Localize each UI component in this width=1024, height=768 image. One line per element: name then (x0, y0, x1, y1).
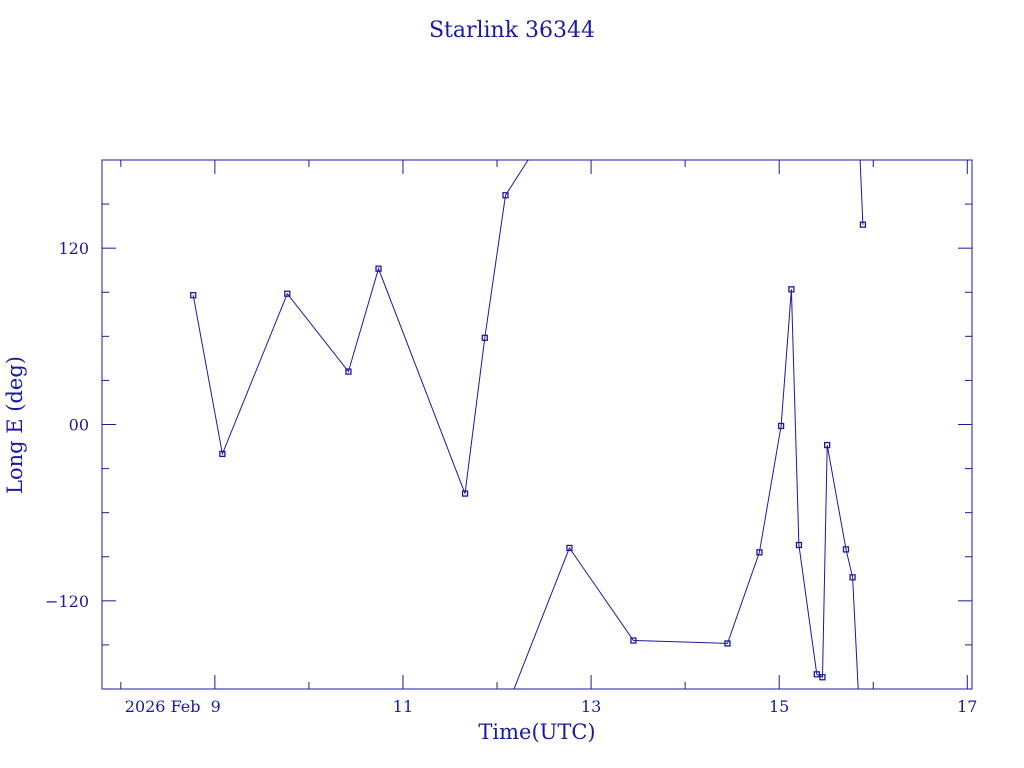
data-point (859, 221, 867, 228)
data-point (842, 546, 850, 553)
data-point (724, 640, 731, 647)
x-tick-label: 15 (769, 697, 789, 716)
y-tick-label: 120 (58, 239, 89, 258)
y-tick-label: 00 (69, 416, 89, 435)
data-point (566, 544, 573, 552)
data-point (777, 422, 785, 430)
series-line (513, 289, 859, 689)
x-axis-label: Time(UTC) (478, 720, 595, 744)
series-line (859, 160, 864, 225)
data-point (219, 450, 226, 458)
data-point (284, 290, 291, 297)
plot-frame (101, 159, 973, 690)
x-tick-labels: 2026 Feb 9 11 13 15 17 (125, 697, 978, 716)
data-point (819, 674, 826, 681)
data-point (795, 541, 803, 549)
y-tick-label: −120 (45, 592, 89, 611)
data-point (190, 292, 197, 299)
y-axis-label: Long E (deg) (3, 356, 27, 494)
data-point (788, 286, 795, 293)
data-point (461, 490, 469, 497)
x-tick-label: 17 (957, 697, 977, 716)
data-point (630, 637, 637, 644)
chart-title: Starlink 36344 (429, 18, 595, 43)
series-line (192, 160, 529, 494)
plot-area (190, 160, 867, 689)
x-tick-label: 11 (393, 697, 413, 716)
y-tick-labels: −120 00 120 (45, 239, 89, 611)
x-tick-label: 13 (581, 697, 601, 716)
axis-ticks (102, 160, 972, 689)
data-point (849, 574, 856, 581)
data-point (345, 368, 352, 375)
data-point (824, 441, 831, 449)
data-point (375, 265, 382, 272)
data-point (502, 192, 509, 199)
data-point (481, 334, 488, 341)
x-tick-label: 2026 Feb 9 (125, 697, 221, 716)
data-point (756, 549, 763, 556)
